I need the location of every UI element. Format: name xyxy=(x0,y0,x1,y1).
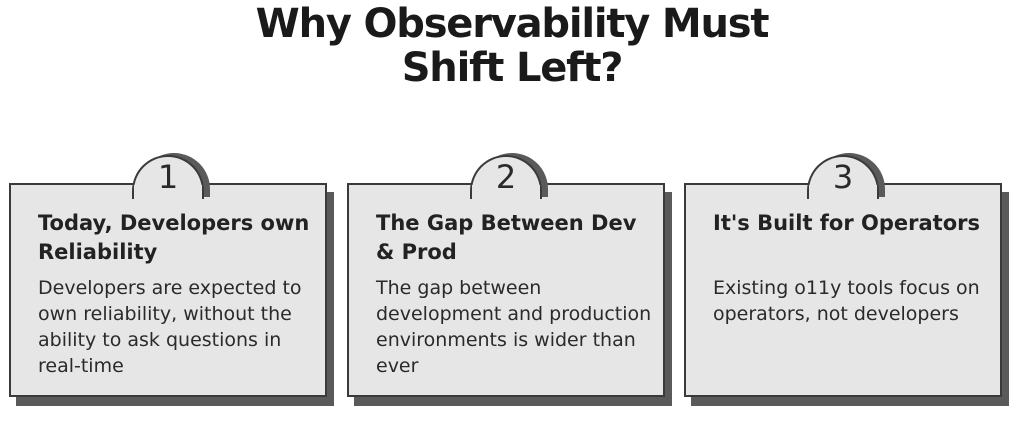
reason-card-3: 3 It's Built for Operators Existing o11y… xyxy=(684,155,1002,397)
card-description: Existing o11y tools focus on operators, … xyxy=(713,277,980,325)
card-number: 1 xyxy=(157,158,179,196)
page-title: Why Observability Must Shift Left? xyxy=(0,2,1024,90)
page-title-line-2: Shift Left? xyxy=(401,45,624,91)
card-number: 2 xyxy=(495,158,517,196)
card-number: 3 xyxy=(832,158,854,196)
card-title: It's Built for Operators xyxy=(713,211,981,235)
card-title: Today, Developers own Reliability xyxy=(38,211,310,264)
reason-card-2: 2 The Gap Between Dev & Prod The gap bet… xyxy=(347,155,665,397)
page-title-line-1: Why Observability Must xyxy=(255,1,770,47)
card-description: Developers are expected to own reliabili… xyxy=(38,277,302,377)
card-description: The gap between development and producti… xyxy=(376,277,652,377)
reason-card-1: 1 Today, Developers own Reliability Deve… xyxy=(9,155,327,397)
card-title: The Gap Between Dev & Prod xyxy=(376,211,637,264)
